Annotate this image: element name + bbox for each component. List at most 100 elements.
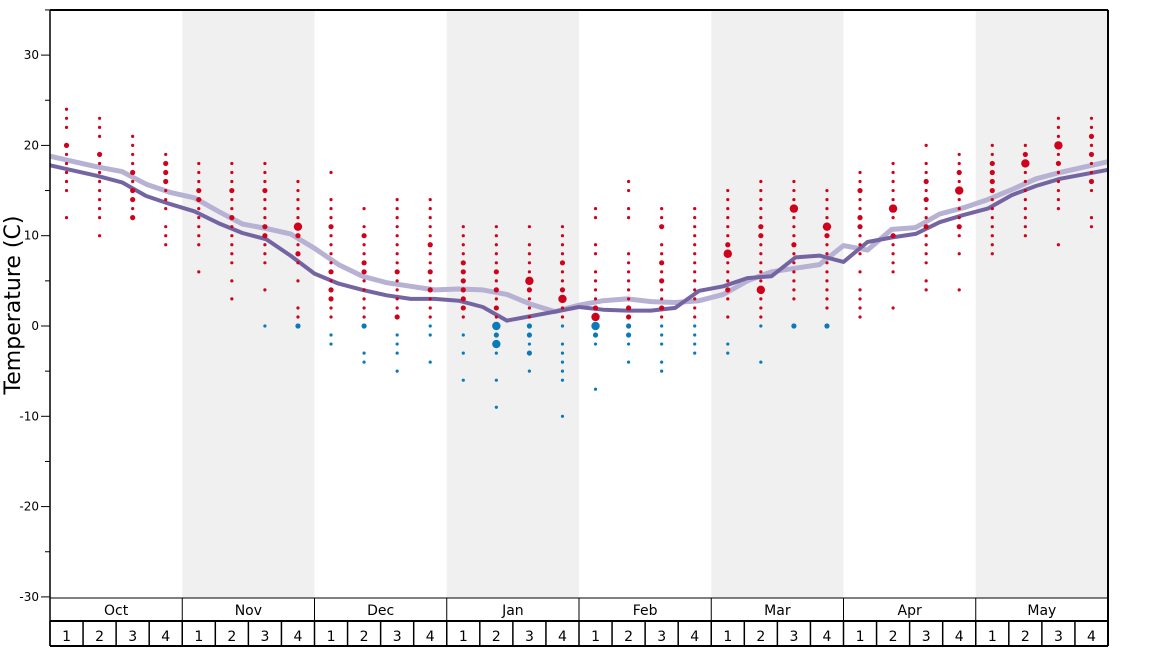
warm-dot	[493, 305, 499, 311]
warm-dot	[263, 288, 267, 292]
warm-dot	[362, 297, 366, 301]
week-label: 1	[62, 629, 71, 645]
warm-dot	[230, 197, 234, 202]
warm-dot	[593, 216, 598, 220]
week-label: 1	[988, 629, 997, 645]
warm-dot	[230, 297, 234, 301]
cold-dot	[461, 333, 465, 337]
warm-dot	[328, 287, 334, 293]
warm-dot	[97, 134, 102, 138]
warm-dot	[560, 279, 565, 283]
warm-dot	[792, 261, 796, 265]
warm-dot	[362, 252, 366, 256]
warm-dot	[97, 179, 102, 184]
warm-dot	[989, 169, 995, 176]
warm-dot	[362, 288, 366, 292]
warm-dot	[97, 170, 102, 175]
cold-dot	[693, 324, 697, 328]
warm-dot	[825, 288, 829, 292]
cold-dot	[759, 360, 763, 364]
warm-dot	[296, 243, 300, 247]
warm-dot	[759, 279, 763, 283]
cold-dot	[593, 387, 598, 391]
warm-dot	[197, 161, 201, 166]
warm-dot	[792, 297, 796, 301]
month-label: Jan	[501, 603, 524, 619]
warm-dot	[428, 207, 432, 211]
warm-dot	[395, 288, 399, 292]
warm-dot	[858, 197, 862, 202]
warm-dot	[990, 216, 994, 220]
warm-dot	[660, 315, 664, 319]
warm-dot	[230, 243, 234, 247]
y-tick-label: 20	[24, 138, 39, 152]
warm-dot	[957, 234, 961, 238]
cold-dot	[362, 360, 366, 364]
warm-dot	[1056, 207, 1061, 211]
warm-dot	[427, 242, 433, 248]
warm-dot	[792, 252, 796, 256]
warm-dot	[924, 161, 928, 166]
warm-dot	[328, 269, 334, 275]
warm-dot	[626, 188, 631, 193]
warm-dot	[825, 261, 829, 265]
week-label: 2	[95, 629, 104, 645]
warm-dot	[593, 243, 598, 247]
warm-dot	[792, 288, 796, 292]
week-label: 3	[260, 629, 269, 645]
warm-dot	[262, 233, 268, 239]
cold-dot	[560, 351, 565, 355]
warm-dot	[526, 287, 533, 293]
warm-dot	[560, 306, 565, 310]
warm-dot	[97, 207, 102, 211]
week-label: 2	[227, 629, 236, 645]
warm-dot	[1056, 197, 1061, 202]
warm-dot	[726, 207, 730, 211]
cold-dot	[693, 333, 697, 337]
warm-dot	[924, 243, 928, 247]
warm-dot	[857, 224, 863, 230]
warm-dot	[197, 234, 201, 238]
warm-dot	[989, 160, 995, 167]
cold-dot	[560, 414, 565, 418]
warm-dot	[957, 252, 961, 256]
warm-dot	[197, 216, 201, 220]
warm-dot	[792, 234, 796, 238]
cold-dot	[660, 324, 664, 328]
cold-dot	[428, 360, 432, 364]
warm-dot	[593, 270, 598, 274]
warm-dot	[693, 234, 697, 238]
warm-dot	[295, 251, 301, 257]
warm-dot	[361, 233, 367, 239]
warm-dot	[593, 207, 598, 211]
warm-dot	[197, 243, 201, 247]
cold-dot	[660, 342, 664, 346]
warm-dot	[460, 278, 466, 284]
warm-dot	[328, 224, 334, 230]
warm-dot	[1023, 197, 1027, 202]
warm-dot	[560, 225, 565, 229]
cold-dot	[494, 405, 498, 409]
warm-dot	[825, 252, 829, 256]
warm-dot	[329, 243, 333, 247]
warm-dot	[263, 179, 267, 184]
warm-dot	[362, 243, 366, 247]
warm-dot	[362, 315, 366, 319]
warm-dot	[461, 225, 465, 229]
warm-dot	[924, 207, 928, 211]
warm-dot	[723, 249, 732, 258]
warm-dot	[789, 204, 799, 213]
warm-dot	[626, 288, 631, 292]
warm-dot	[494, 252, 498, 256]
warm-dot	[990, 197, 994, 202]
cold-dot	[660, 333, 664, 337]
warm-dot	[263, 161, 267, 166]
warm-dot	[758, 224, 764, 230]
cold-dot	[693, 342, 697, 346]
week-label: 1	[327, 629, 336, 645]
warm-dot	[64, 116, 69, 120]
warm-dot	[1056, 170, 1061, 175]
week-label: 2	[889, 629, 898, 645]
warm-dot	[97, 116, 102, 120]
warm-dot	[64, 152, 69, 157]
